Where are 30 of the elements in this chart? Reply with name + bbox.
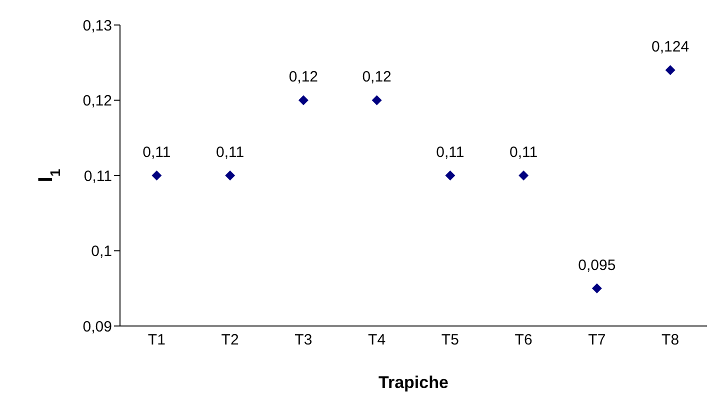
data-label: 0,12 [288,68,318,86]
data-label: 0,124 [652,38,690,56]
x-tick-label: T5 [441,332,459,349]
data-label: 0,11 [142,144,171,161]
x-tick-label: T4 [368,332,386,349]
x-tick-label: T1 [148,332,166,349]
y-tick-label: 0,09 [82,318,112,336]
data-label: 0,11 [216,144,244,161]
x-axis-title: Trapiche [378,373,448,392]
point [225,170,236,180]
x-tick-label: T7 [588,332,606,349]
data-label: 0,12 [362,68,392,86]
x-tick-label: T3 [294,332,312,349]
y-tick-label: 0,1 [91,243,112,260]
y-tick-label: 0,11 [84,168,112,185]
point [592,283,602,294]
data-label: 0,11 [436,144,464,161]
point [298,95,308,106]
point [518,170,529,180]
point [665,65,676,76]
point [372,95,382,106]
y-tick-label: 0,13 [82,17,112,34]
x-tick-label: T2 [221,332,239,349]
y-tick-label: 0,12 [82,92,112,110]
point [152,170,162,180]
x-tick-label: T8 [662,332,680,349]
x-tick-label: T6 [514,332,532,349]
data-label: 0,11 [510,144,538,161]
point [445,170,456,180]
data-label: 0,095 [578,256,616,274]
